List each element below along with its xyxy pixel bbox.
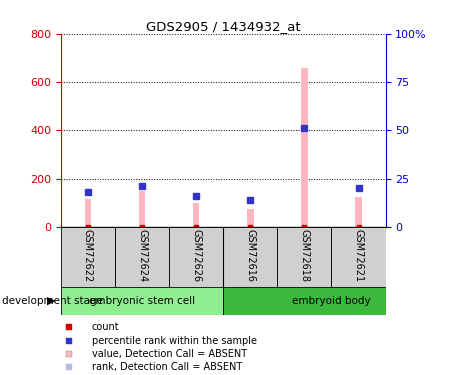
Bar xyxy=(61,287,223,315)
Bar xyxy=(301,68,308,227)
Bar xyxy=(169,227,223,287)
Text: value, Detection Call = ABSENT: value, Detection Call = ABSENT xyxy=(92,349,247,359)
Text: development stage: development stage xyxy=(2,296,103,306)
Text: count: count xyxy=(92,322,120,332)
Text: embryonic stem cell: embryonic stem cell xyxy=(89,296,195,306)
Bar xyxy=(115,227,169,287)
Text: GSM72622: GSM72622 xyxy=(83,229,93,282)
Bar xyxy=(85,199,91,227)
Bar xyxy=(223,227,277,287)
Bar xyxy=(277,227,331,287)
Bar xyxy=(139,190,145,227)
Bar xyxy=(223,287,386,315)
Bar xyxy=(355,197,362,227)
Bar xyxy=(61,227,115,287)
Title: GDS2905 / 1434932_at: GDS2905 / 1434932_at xyxy=(146,20,300,33)
Bar xyxy=(193,203,199,227)
Text: GSM72618: GSM72618 xyxy=(299,229,309,282)
Text: ▶: ▶ xyxy=(46,296,55,306)
Text: embryoid body: embryoid body xyxy=(292,296,371,306)
Text: rank, Detection Call = ABSENT: rank, Detection Call = ABSENT xyxy=(92,363,242,372)
Text: GSM72624: GSM72624 xyxy=(137,229,147,282)
Text: GSM72626: GSM72626 xyxy=(191,229,201,282)
Text: percentile rank within the sample: percentile rank within the sample xyxy=(92,336,257,346)
Bar xyxy=(247,210,253,227)
Text: GSM72616: GSM72616 xyxy=(245,229,255,282)
Bar xyxy=(331,227,386,287)
Text: GSM72621: GSM72621 xyxy=(354,229,364,282)
